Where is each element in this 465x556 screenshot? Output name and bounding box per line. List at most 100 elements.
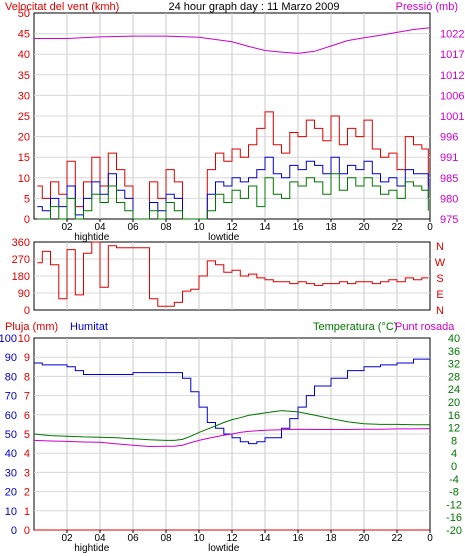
x-tick-label: 18 — [325, 533, 337, 544]
wind-axis-title: Velocitat del vent (kmh) — [5, 1, 119, 13]
temperature-axis-tick-label: 24 — [448, 384, 460, 396]
rain-axis-tick-label: 3 — [24, 467, 30, 479]
pressure-series-line — [34, 27, 431, 54]
x-tick-label: 10 — [193, 222, 205, 233]
rain-axis-tick-label: 10 — [18, 333, 30, 345]
wind-series-line — [37, 173, 429, 220]
x-tick-label: 20 — [358, 533, 370, 544]
x-tick-label: 16 — [292, 222, 304, 233]
x-tick-label: 02 — [61, 222, 73, 233]
rain-axis-title: Pluja (mm) — [5, 321, 58, 333]
chart-title: 24 hour graph day : 11 Marzo 2009 — [168, 1, 339, 13]
x-tick-label: 14 — [259, 533, 271, 544]
wind-axis-tick-label: 50 — [18, 8, 30, 20]
x-tick-label: 0 — [427, 222, 433, 233]
x-tick-label: 22 — [391, 222, 403, 233]
tide-label: lowtide — [208, 543, 240, 554]
rain-axis-tick-label: 4 — [24, 448, 30, 460]
temperature-axis-tick-label: 20 — [448, 397, 460, 409]
x-tick-label: 08 — [160, 533, 172, 544]
wind-direction-series-line — [37, 241, 429, 307]
temperature-axis-tick-label: -16 — [446, 512, 462, 524]
wind-axis-tick-label: 5 — [24, 193, 30, 205]
direction-axis-tick-label: 180 — [12, 271, 30, 283]
x-tick-label: 10 — [193, 533, 205, 544]
tide-label: hightide — [74, 232, 109, 243]
wind-axis-tick-label: 40 — [18, 49, 30, 61]
temperature-axis-tick-label: 4 — [451, 448, 457, 460]
temperature-axis-tick-label: 0 — [451, 461, 457, 473]
temperature-axis-tick-label: 36 — [448, 346, 460, 358]
x-tick-label: 12 — [226, 533, 238, 544]
wind-series-line — [37, 111, 429, 220]
humidity-axis-tick-label: 100 — [0, 333, 17, 345]
humidity-axis-tick-label: 40 — [5, 448, 17, 460]
temperature-axis-title: Temperatura (°C) — [313, 321, 397, 333]
temperature-axis-tick-label: -12 — [446, 499, 462, 511]
wind-axis-tick-label: 45 — [18, 29, 30, 41]
compass-label: N — [436, 241, 444, 253]
pressure-axis-tick-label: 991 — [440, 152, 458, 164]
rain-axis-tick-label: 7 — [24, 391, 30, 403]
direction-axis-tick-label: 0 — [24, 305, 30, 317]
rain-axis-tick-label: 2 — [24, 487, 30, 499]
temperature-axis-tick-label: 32 — [448, 359, 460, 371]
wind-axis-tick-label: 25 — [18, 111, 30, 123]
compass-label: S — [436, 273, 443, 285]
x-tick-label: 0 — [427, 533, 433, 544]
x-tick-label: 14 — [259, 222, 271, 233]
x-tick-label: 04 — [94, 222, 106, 233]
temperature-axis-tick-label: 8 — [451, 435, 457, 447]
humidity-axis-tick-label: 0 — [11, 525, 17, 537]
compass-label: W — [435, 257, 446, 269]
direction-axis-tick-label: 270 — [12, 254, 30, 266]
direction-axis-tick-label: 360 — [12, 237, 30, 249]
pressure-axis-tick-label: 985 — [440, 173, 458, 185]
pressure-axis-tick-label: 980 — [440, 193, 458, 205]
pressure-axis-title: Pressió (mb) — [396, 1, 458, 13]
wind-axis-tick-label: 10 — [18, 173, 30, 185]
wind-axis-tick-label: 35 — [18, 70, 30, 82]
rain-axis-tick-label: 6 — [24, 410, 30, 422]
rain-axis-tick-label: 5 — [24, 429, 30, 441]
pressure-axis-tick-label: 1022 — [440, 29, 464, 41]
humidity-axis-tick-label: 90 — [5, 352, 17, 364]
temperature-axis-tick-label: -4 — [449, 474, 459, 486]
x-tick-label: 12 — [226, 222, 238, 233]
tide-label: lowtide — [208, 232, 240, 243]
x-tick-label: 20 — [358, 222, 370, 233]
x-tick-label: 06 — [127, 222, 139, 233]
x-tick-label: 16 — [292, 533, 304, 544]
temperature-axis-tick-label: 40 — [448, 333, 460, 345]
humidity-axis-tick-label: 20 — [5, 487, 17, 499]
wind-axis-tick-label: 30 — [18, 90, 30, 102]
compass-label: N — [436, 305, 444, 317]
rain-axis-tick-label: 0 — [24, 525, 30, 537]
humidity-axis-title: Humitat — [70, 321, 108, 333]
pressure-axis-tick-label: 975 — [440, 214, 458, 226]
wind-series-line — [37, 156, 429, 220]
wind-axis-tick-label: 0 — [24, 214, 30, 226]
humidity-axis-tick-label: 50 — [5, 429, 17, 441]
pressure-axis-tick-label: 1006 — [440, 90, 464, 102]
humidity-series-line — [34, 357, 431, 445]
x-tick-label: 02 — [61, 533, 73, 544]
x-tick-label: 18 — [325, 222, 337, 233]
humidity-axis-tick-label: 60 — [5, 410, 17, 422]
x-tick-label: 06 — [127, 533, 139, 544]
wind-axis-tick-label: 20 — [18, 132, 30, 144]
temperature-axis-tick-label: 28 — [448, 371, 460, 383]
wind-axis-tick-label: 15 — [18, 152, 30, 164]
temperature-series-line — [33, 410, 430, 441]
temperature-axis-tick-label: -20 — [446, 525, 462, 537]
dew-point-axis-title: Punt rosada — [395, 321, 455, 333]
humidity-axis-tick-label: 70 — [5, 391, 17, 403]
rain-axis-tick-label: 1 — [24, 506, 30, 518]
humidity-axis-tick-label: 10 — [5, 506, 17, 518]
humidity-axis-tick-label: 80 — [5, 371, 17, 383]
direction-axis-tick-label: 90 — [18, 288, 30, 300]
rain-axis-tick-label: 9 — [24, 352, 30, 364]
pressure-axis-tick-label: 996 — [440, 132, 458, 144]
x-tick-label: 08 — [160, 222, 172, 233]
